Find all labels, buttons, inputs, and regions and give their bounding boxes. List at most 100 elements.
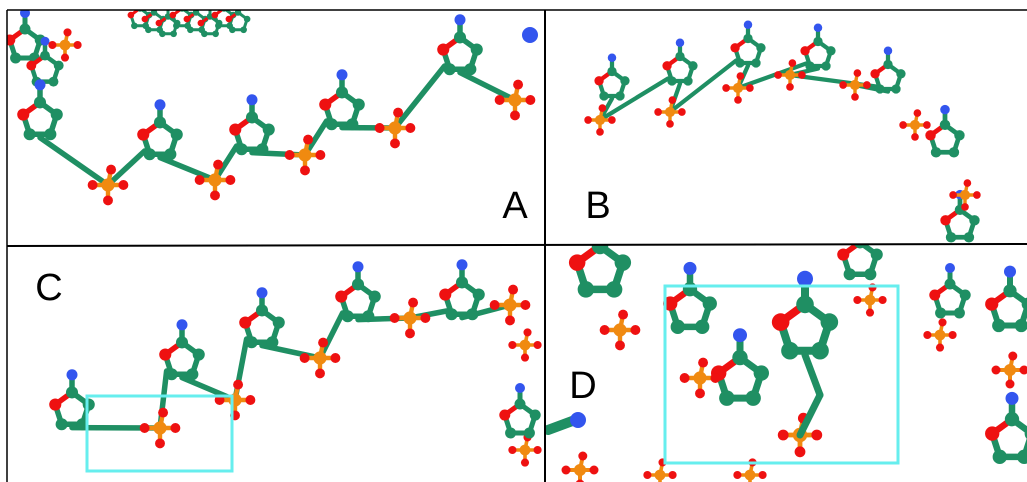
atom	[510, 110, 520, 120]
atom	[615, 340, 625, 350]
atom	[643, 471, 651, 479]
atom	[899, 121, 907, 129]
atom	[303, 135, 313, 145]
atom	[44, 128, 56, 140]
atom	[608, 54, 617, 63]
atom	[676, 39, 685, 48]
atom	[20, 24, 31, 35]
atom	[26, 61, 36, 71]
atom	[154, 116, 166, 128]
atom	[207, 4, 213, 10]
atom	[1017, 450, 1027, 464]
atom	[606, 281, 623, 298]
atom	[233, 380, 243, 390]
atom	[850, 80, 860, 90]
atom	[103, 195, 113, 205]
atom	[315, 368, 325, 378]
atom	[774, 71, 782, 79]
atom	[666, 120, 674, 128]
atom	[63, 28, 71, 36]
atom	[608, 116, 616, 124]
atom	[83, 399, 95, 411]
atom	[949, 191, 957, 199]
atom	[142, 16, 149, 23]
atom	[618, 310, 628, 320]
atom	[229, 124, 241, 136]
atom	[170, 12, 177, 19]
atom	[910, 120, 920, 130]
atom	[155, 438, 165, 448]
atom	[140, 423, 150, 433]
atom	[285, 150, 295, 160]
atom	[1003, 284, 1016, 297]
atom	[675, 52, 684, 61]
atom	[875, 84, 884, 93]
atom	[719, 390, 734, 405]
panel-b	[584, 21, 980, 243]
atom	[992, 319, 1005, 332]
atom	[985, 426, 999, 440]
atom	[964, 179, 972, 187]
atom	[106, 165, 116, 175]
atom	[993, 450, 1007, 464]
atom	[923, 331, 931, 339]
atom	[969, 215, 979, 225]
atom	[515, 383, 525, 393]
panel-label: D	[569, 365, 596, 407]
atom	[466, 308, 478, 320]
atom	[578, 452, 587, 461]
atom	[155, 99, 166, 110]
atom	[839, 81, 847, 89]
atom	[866, 309, 874, 317]
atom	[698, 358, 708, 368]
atom	[935, 307, 946, 318]
atom	[961, 203, 969, 211]
atom	[826, 46, 835, 55]
atom	[273, 317, 285, 329]
atom	[864, 268, 876, 280]
atom	[173, 22, 180, 29]
atom	[256, 304, 268, 316]
atom	[923, 121, 931, 129]
atom	[756, 43, 765, 52]
atom	[49, 399, 61, 411]
atom	[684, 262, 697, 275]
atom	[795, 446, 806, 457]
atom	[131, 22, 138, 29]
atom	[891, 84, 900, 93]
atom	[156, 20, 163, 27]
atom	[257, 287, 268, 298]
atom	[40, 51, 50, 61]
atom	[960, 190, 970, 200]
atom	[772, 313, 790, 331]
atom	[954, 307, 965, 318]
atom	[473, 289, 485, 301]
atom	[615, 91, 624, 100]
atom	[607, 67, 616, 76]
atom	[393, 108, 403, 118]
atom	[244, 16, 251, 23]
atom	[49, 77, 59, 87]
bond	[805, 355, 820, 395]
atom	[213, 160, 223, 170]
atom	[879, 296, 887, 304]
panel-label: C	[35, 267, 62, 309]
atom	[505, 427, 516, 438]
panel-border	[7, 244, 1027, 246]
atom	[34, 96, 46, 108]
atom	[960, 290, 971, 301]
bond	[395, 66, 445, 128]
panel-a	[4, 0, 538, 205]
atom	[508, 446, 516, 454]
atom	[735, 58, 744, 67]
atom	[734, 96, 742, 104]
atom	[703, 296, 717, 310]
atom	[369, 291, 381, 303]
atom	[66, 386, 78, 398]
atom	[151, 0, 157, 6]
atom	[667, 76, 676, 85]
atom	[786, 83, 794, 91]
atom	[964, 232, 974, 242]
atom	[375, 123, 385, 133]
atom	[515, 399, 526, 410]
